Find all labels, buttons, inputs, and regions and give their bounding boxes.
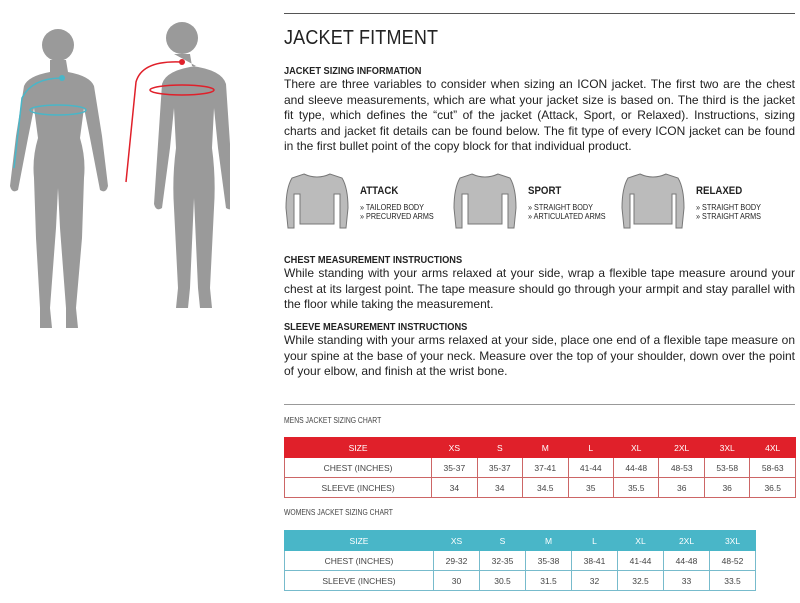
table-cell: 35-37 xyxy=(476,457,524,478)
chest-section: CHEST MEASUREMENT INSTRUCTIONS While sta… xyxy=(284,254,795,313)
table-cell: 33 xyxy=(663,570,710,591)
row-label: CHEST (INCHES) xyxy=(284,550,434,571)
table-cell: 32-35 xyxy=(479,550,526,571)
jacket-sport-icon xyxy=(453,173,517,229)
jacket-relaxed-icon xyxy=(621,173,685,229)
sleeve-heading: SLEEVE MEASUREMENT INSTRUCTIONS xyxy=(284,321,468,333)
fit-name: RELAXED xyxy=(696,185,743,197)
womens-chart-title: WOMENS JACKET SIZING CHART xyxy=(284,508,393,517)
sleeve-text: While standing with your arms relaxed at… xyxy=(284,333,795,378)
table-cell: 30.5 xyxy=(479,570,526,591)
table-cell: 35.5 xyxy=(612,477,660,498)
table-cell: M xyxy=(522,437,569,458)
table-cell: 35 xyxy=(567,477,614,498)
table-cell: 34.5 xyxy=(522,477,569,498)
table-cell: 53-58 xyxy=(703,457,751,478)
table-header-row: SIZE XS S M L XL 2XL 3XL 4XL xyxy=(283,437,796,458)
sizing-heading: JACKET SIZING INFORMATION xyxy=(284,65,422,77)
fit-name: SPORT xyxy=(528,185,562,197)
table-cell: 31.5 xyxy=(525,570,572,591)
table-cell: 36 xyxy=(703,477,751,498)
table-cell: 33.5 xyxy=(709,570,756,591)
table-cell: 35-37 xyxy=(431,457,478,478)
fit-bullet: » STRAIGHT BODY xyxy=(696,202,761,212)
table-cell: 3XL xyxy=(709,530,756,551)
mens-sizing-table: SIZE XS S M L XL 2XL 3XL 4XL CHEST (INCHES) 35-37 3… xyxy=(283,437,796,498)
table-cell: 36.5 xyxy=(749,477,796,498)
table-cell: 4XL xyxy=(749,437,796,458)
table-header-row: SIZE XS S M L XL 2XL 3XL xyxy=(284,530,756,551)
table-cell: 48-53 xyxy=(658,457,705,478)
table-cell: S xyxy=(476,437,524,458)
measurement-figures-illustration xyxy=(10,22,230,328)
row-label: SLEEVE (INCHES) xyxy=(284,570,434,591)
fit-name: ATTACK xyxy=(360,185,399,197)
table-cell: 2XL xyxy=(658,437,705,458)
table-cell: XL xyxy=(612,437,660,458)
table-cell: 29-32 xyxy=(433,550,480,571)
table-cell: 35-38 xyxy=(525,550,572,571)
table-cell: 30 xyxy=(433,570,480,591)
divider xyxy=(284,13,795,14)
row-label: CHEST (INCHES) xyxy=(283,457,433,478)
male-neck-marker xyxy=(179,59,185,65)
page-title: JACKET FITMENT xyxy=(284,27,439,49)
row-label: SLEEVE (INCHES) xyxy=(283,477,433,498)
row-label: SIZE xyxy=(284,530,434,551)
jacket-attack-icon xyxy=(285,173,349,229)
fit-bullet: » ARTICULATED ARMS xyxy=(528,211,606,221)
sizing-section: JACKET SIZING INFORMATION There are thre… xyxy=(284,65,795,155)
table-cell: 34 xyxy=(431,477,478,498)
male-figure xyxy=(154,22,230,308)
table-cell: 34 xyxy=(476,477,524,498)
table-cell: 44-48 xyxy=(663,550,710,571)
table-cell: 44-48 xyxy=(612,457,660,478)
table-cell: 48-52 xyxy=(709,550,756,571)
table-cell: M xyxy=(525,530,572,551)
fit-bullet: » TAILORED BODY xyxy=(360,202,424,212)
table-cell: L xyxy=(567,437,614,458)
fit-bullet: » STRAIGHT ARMS xyxy=(696,211,761,221)
fit-types: ATTACK » TAILORED BODY » PRECURVED ARMS … xyxy=(284,172,795,232)
table-cell: 41-44 xyxy=(617,550,664,571)
sleeve-section: SLEEVE MEASUREMENT INSTRUCTIONS While st… xyxy=(284,321,795,380)
fit-bullet: » STRAIGHT BODY xyxy=(528,202,593,212)
table-cell: 36 xyxy=(658,477,705,498)
table-cell: 32 xyxy=(571,570,618,591)
table-row: SLEEVE (INCHES) 34 34 34.5 35 35.5 36 36 36.5 xyxy=(283,477,796,498)
chest-heading: CHEST MEASUREMENT INSTRUCTIONS xyxy=(284,254,463,266)
table-cell: L xyxy=(571,530,618,551)
table-cell: XL xyxy=(617,530,664,551)
fit-bullet: » PRECURVED ARMS xyxy=(360,211,434,221)
womens-sizing-table: SIZE XS S M L XL 2XL 3XL CHEST (INCHES) 29-32 32-3… xyxy=(284,530,756,591)
table-cell: 2XL xyxy=(663,530,710,551)
table-row: CHEST (INCHES) 29-32 32-35 35-38 38-41 41-44 4… xyxy=(284,550,756,571)
table-cell: XS xyxy=(431,437,478,458)
table-cell: XS xyxy=(433,530,480,551)
female-figure xyxy=(10,29,108,328)
table-cell: 37-41 xyxy=(522,457,569,478)
table-cell: 3XL xyxy=(703,437,751,458)
table-cell: 58-63 xyxy=(749,457,796,478)
male-measure-lines xyxy=(125,61,215,183)
chest-text: While standing with your arms relaxed at… xyxy=(284,266,795,311)
table-cell: 38-41 xyxy=(571,550,618,571)
sizing-text: There are three variables to consider wh… xyxy=(284,77,795,153)
table-row: SLEEVE (INCHES) 30 30.5 31.5 32 32.5 33 33.5 xyxy=(284,570,756,591)
table-cell: 32.5 xyxy=(617,570,664,591)
table-cell: 41-44 xyxy=(567,457,614,478)
table-row: CHEST (INCHES) 35-37 35-37 37-41 41-44 44-48 4… xyxy=(283,457,796,478)
female-measure-lines xyxy=(13,77,87,169)
row-label: SIZE xyxy=(283,437,433,458)
female-neck-marker xyxy=(59,75,65,81)
mens-chart-title: MENS JACKET SIZING CHART xyxy=(284,416,382,425)
table-cell: S xyxy=(479,530,526,551)
divider xyxy=(284,404,795,405)
